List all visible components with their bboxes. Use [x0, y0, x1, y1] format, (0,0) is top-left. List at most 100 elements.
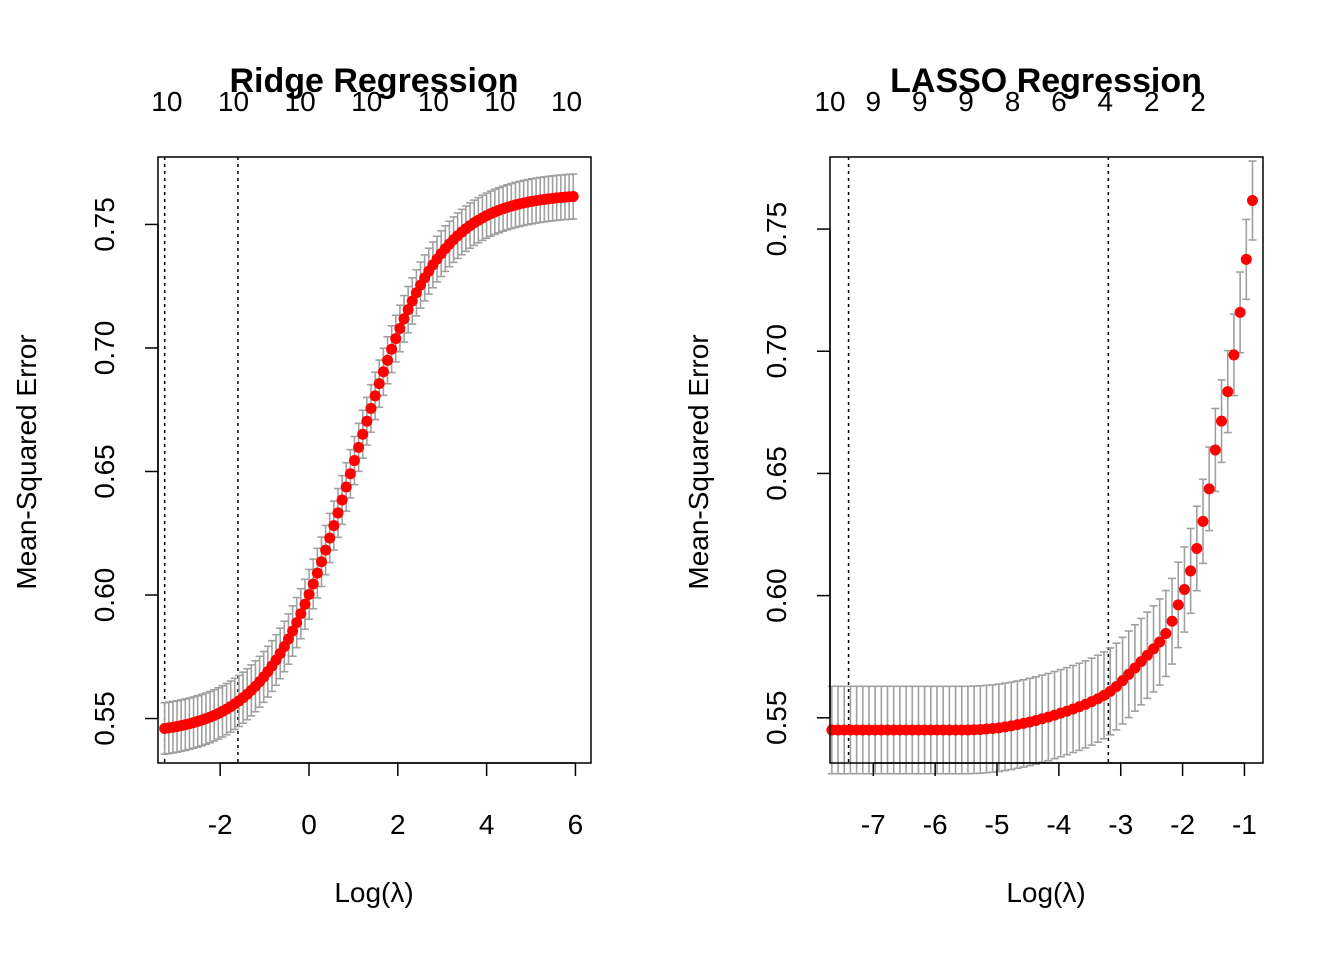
data-point: [386, 343, 398, 355]
data-point: [340, 481, 352, 493]
data-point: [1222, 386, 1234, 398]
data-points: [159, 190, 579, 734]
data-point: [1154, 636, 1166, 648]
x-tick-label: -7: [861, 809, 886, 840]
y-tick-label: 0.55: [89, 691, 120, 746]
data-point: [567, 190, 579, 202]
top-axis-label: 6: [1051, 86, 1067, 117]
x-tick-label: -4: [1046, 809, 1071, 840]
y-axis: 0.55 0.60 0.65 0.70 0.75: [761, 202, 831, 746]
x-tick-label: 2: [390, 809, 406, 840]
data-point: [287, 625, 299, 637]
top-axis: 10 9 9 9 8 6 4 2 2: [814, 86, 1205, 117]
ridge-panel: Ridge Regression Log(λ) Mean-Squared Err…: [11, 62, 592, 908]
x-tick-label: 4: [479, 809, 495, 840]
data-point: [336, 494, 348, 506]
x-tick-label: 6: [568, 809, 584, 840]
x-tick-label: -1: [1232, 809, 1257, 840]
data-point: [353, 441, 365, 453]
top-axis-label: 10: [218, 86, 249, 117]
data-point: [1166, 615, 1178, 627]
lasso-panel: LASSO Regression Log(λ) Mean-Squared Err…: [683, 62, 1264, 908]
top-axis-label: 10: [484, 86, 515, 117]
y-axis-label: Mean-Squared Error: [683, 334, 714, 589]
data-point: [328, 520, 340, 532]
x-axis: -2 0 2 4 6: [208, 762, 584, 840]
data-point: [361, 415, 373, 427]
data-point: [402, 304, 414, 316]
data-point: [299, 598, 311, 610]
error-bars: [160, 173, 578, 756]
data-point: [332, 507, 344, 519]
data-point: [373, 378, 385, 390]
data-point: [1172, 599, 1184, 611]
y-tick-label: 0.55: [761, 691, 792, 746]
data-point: [349, 455, 361, 467]
y-tick-label: 0.70: [89, 321, 120, 376]
data-point: [1191, 542, 1203, 554]
data-point: [390, 333, 402, 345]
data-point: [398, 313, 410, 325]
top-axis-label: 10: [551, 86, 582, 117]
data-point: [291, 617, 303, 629]
y-tick-label: 0.65: [89, 444, 120, 499]
x-axis-label: Log(λ): [334, 877, 413, 908]
chart-title: LASSO Regression: [890, 62, 1202, 100]
x-axis: -7 -6 -5 -4 -3 -2 -1: [861, 762, 1257, 840]
data-point: [1209, 444, 1221, 456]
data-point: [311, 567, 323, 579]
y-tick-label: 0.75: [761, 202, 792, 256]
data-point: [315, 556, 327, 568]
data-point: [365, 402, 377, 414]
data-point: [295, 608, 307, 620]
error-bars: [827, 160, 1257, 775]
x-tick-label: -2: [1170, 809, 1195, 840]
data-point: [1216, 415, 1228, 427]
top-axis-label: 4: [1097, 86, 1113, 117]
data-point: [1178, 584, 1190, 596]
top-axis-label: 10: [814, 86, 845, 117]
data-point: [369, 390, 381, 402]
data-point: [1160, 627, 1172, 639]
y-tick-label: 0.60: [89, 568, 120, 623]
data-point: [307, 578, 319, 590]
y-tick-label: 0.70: [761, 324, 792, 379]
data-point: [406, 295, 418, 307]
top-axis-label: 10: [285, 86, 316, 117]
y-axis-label: Mean-Squared Error: [11, 334, 42, 589]
data-point: [1240, 253, 1252, 265]
x-tick-label: -3: [1108, 809, 1133, 840]
data-point: [324, 532, 336, 544]
top-axis-label: 9: [958, 86, 974, 117]
top-axis-label: 9: [912, 86, 928, 117]
top-axis-label: 10: [351, 86, 382, 117]
data-point: [394, 322, 406, 334]
data-point: [357, 428, 369, 440]
data-point: [1197, 515, 1209, 527]
x-axis-label: Log(λ): [1006, 877, 1085, 908]
vertical-reference-lines: [163, 157, 239, 763]
data-point: [1246, 194, 1258, 206]
top-axis-label: 2: [1144, 86, 1160, 117]
x-tick-label: -6: [923, 809, 948, 840]
data-point: [320, 544, 332, 556]
y-tick-label: 0.60: [761, 568, 792, 623]
top-axis-label: 10: [151, 86, 182, 117]
x-tick-label: -5: [985, 809, 1010, 840]
plot-frame: [157, 156, 592, 764]
top-axis: 10 10 10 10 10 10 10: [151, 86, 582, 117]
data-point: [303, 588, 315, 600]
data-point: [1203, 483, 1215, 495]
x-tick-label: -2: [208, 809, 233, 840]
y-tick-label: 0.75: [89, 197, 120, 252]
top-axis-label: 9: [866, 86, 882, 117]
top-axis-label: 2: [1190, 86, 1206, 117]
top-axis-label: 8: [1005, 86, 1021, 117]
plot-frame: [829, 156, 1264, 764]
data-point: [1185, 565, 1197, 577]
chart-title: Ridge Regression: [229, 62, 518, 100]
vertical-reference-lines: [847, 157, 1110, 763]
data-point: [377, 366, 389, 378]
